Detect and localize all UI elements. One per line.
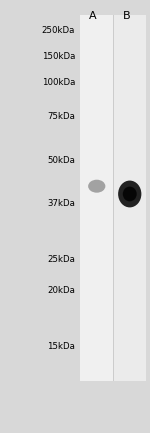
Text: 100kDa: 100kDa xyxy=(42,78,75,87)
Text: 37kDa: 37kDa xyxy=(47,199,75,208)
Ellipse shape xyxy=(118,181,141,207)
Bar xyxy=(80,15,112,381)
Text: A: A xyxy=(88,11,96,21)
Text: 20kDa: 20kDa xyxy=(47,286,75,294)
Bar xyxy=(113,15,146,381)
Text: 150kDa: 150kDa xyxy=(42,52,75,61)
Text: 50kDa: 50kDa xyxy=(47,156,75,165)
Text: 250kDa: 250kDa xyxy=(42,26,75,35)
Text: 25kDa: 25kDa xyxy=(47,255,75,264)
Text: B: B xyxy=(123,11,130,21)
Ellipse shape xyxy=(123,187,137,201)
Bar xyxy=(113,15,114,381)
Text: 15kDa: 15kDa xyxy=(47,342,75,351)
Ellipse shape xyxy=(88,180,105,193)
Text: 75kDa: 75kDa xyxy=(47,113,75,121)
